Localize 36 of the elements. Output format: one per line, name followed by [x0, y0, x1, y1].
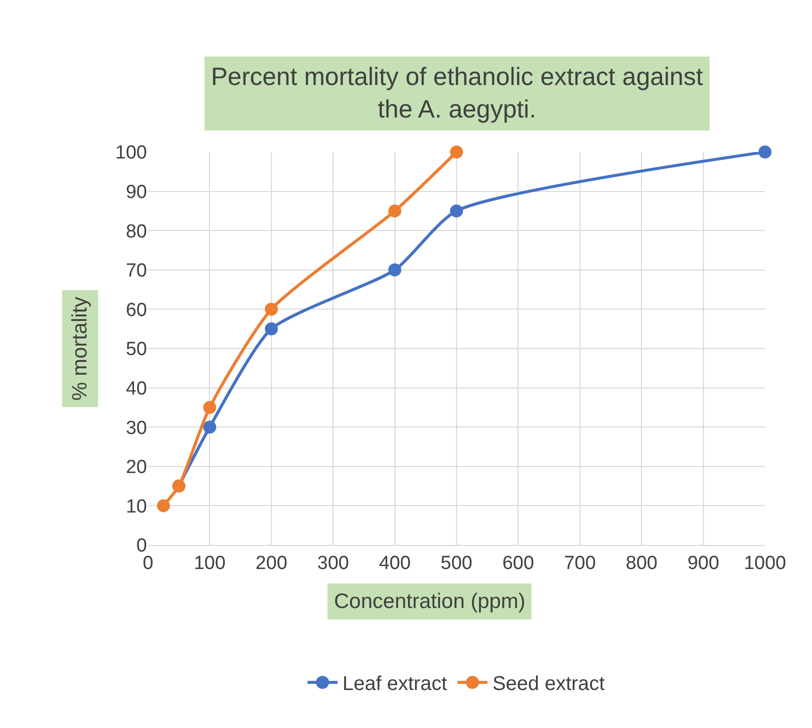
legend-label: Seed extract [492, 673, 606, 696]
y-tick-label: 30 [126, 418, 147, 439]
x-tick-label: 900 [687, 552, 720, 574]
y-tick-label: 90 [126, 182, 147, 203]
y-tick-label: 70 [126, 260, 147, 282]
x-tick-label: 1000 [744, 552, 786, 574]
point [203, 420, 216, 434]
point [450, 146, 463, 158]
point [450, 204, 463, 218]
y-tick-label: 100 [115, 142, 147, 164]
legend-label: Leaf extract [342, 673, 448, 696]
y-tick-label: 10 [126, 496, 147, 518]
x-tick-label: 700 [564, 552, 596, 574]
point [156, 499, 170, 512]
y-tick-label: 80 [126, 221, 147, 242]
x-tick-label: 300 [317, 552, 349, 574]
point [264, 302, 278, 316]
x-tick-label: 200 [256, 552, 288, 574]
x-tick-label: 100 [194, 552, 226, 574]
x-tick-label: 500 [440, 552, 472, 574]
y-tick-label: 60 [126, 300, 147, 321]
x-tick-label: 800 [626, 552, 658, 574]
point [264, 322, 278, 336]
chart-title: Percent mortality of ethanolic extract against the A. aegypti. [211, 63, 703, 124]
y-tick-label: 40 [126, 378, 147, 400]
x-tick-label: 600 [502, 552, 534, 574]
point [203, 400, 216, 414]
y-axis-title: % mortality [68, 296, 92, 401]
x-tick-label: 400 [378, 552, 411, 574]
point [388, 263, 402, 276]
point [388, 204, 402, 218]
y-tick-label: 0 [136, 536, 147, 557]
x-axis-title: Concentration (ppm) [334, 590, 526, 613]
point [758, 146, 772, 158]
y-tick-label: 20 [126, 457, 147, 478]
y-tick-label: 50 [126, 339, 147, 360]
